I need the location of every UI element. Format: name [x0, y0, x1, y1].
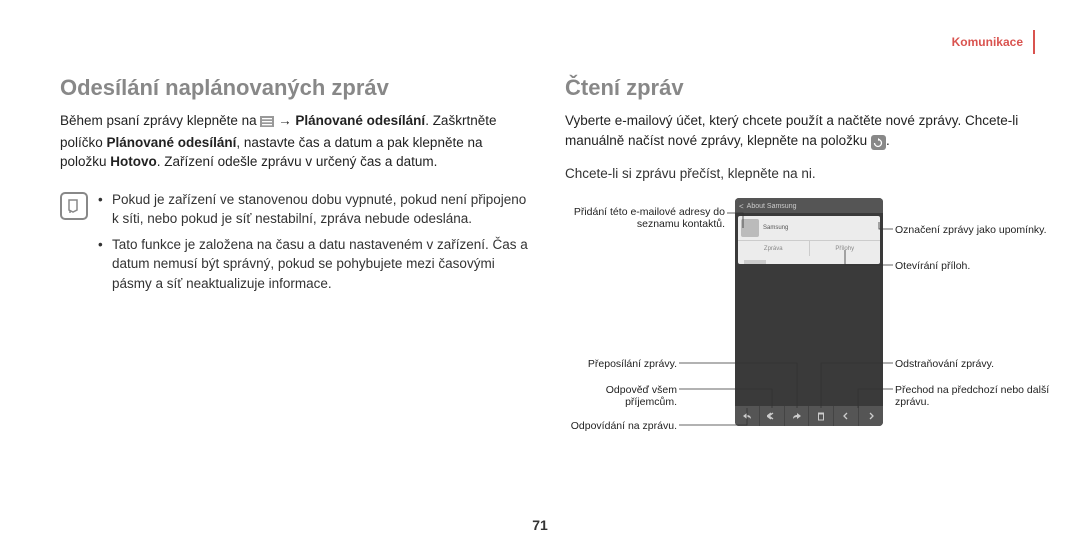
right-column: Čtení zpráv Vyberte e-mailový účet, kter… — [565, 75, 1035, 438]
refresh-icon — [871, 135, 886, 150]
menu-icon — [260, 113, 274, 133]
forward-icon — [785, 406, 810, 426]
note-item-2: Tato funkce je založena na času a datu n… — [98, 235, 530, 294]
left-column: Odesílání naplánovaných zpráv Během psan… — [60, 75, 530, 438]
phone-sender-name: Samsung — [763, 225, 788, 231]
reply-icon — [735, 406, 760, 426]
callout-add-contact: Přidání této e-mailové adresy do seznamu… — [565, 206, 725, 231]
phone-card: Samsung Zpráva Přílohy — [738, 216, 880, 264]
header-divider — [1033, 30, 1035, 54]
callout-attachments: Otevírání příloh. — [895, 260, 1053, 273]
delete-icon — [809, 406, 834, 426]
note-block: Pokud je zařízení ve stanovenou dobu vyp… — [60, 190, 530, 300]
header-category-text: Komunikace — [952, 35, 1023, 49]
right-p1-end: . — [886, 133, 890, 148]
left-p1-g: Hotovo — [110, 154, 157, 169]
phone-sender: Samsung — [763, 225, 788, 231]
left-p1-e: Plánované odesílání — [107, 135, 237, 150]
right-p1-text: Vyberte e-mailový účet, který chcete pou… — [565, 113, 1018, 148]
callout-reply: Odpovídání na zprávu. — [565, 420, 677, 433]
phone-mock: About Samsung Samsung Zpráva Přílohy — [735, 198, 883, 426]
note-list: Pokud je zařízení ve stanovenou dobu vyp… — [98, 190, 530, 300]
callout-reply-all: Odpověď všem příjemcům. — [565, 384, 677, 409]
reply-all-icon — [760, 406, 785, 426]
phone-content-line — [744, 260, 766, 264]
callout-forward: Přeposílání zprávy. — [565, 358, 677, 371]
phone-tab-attachments: Přílohy — [810, 241, 881, 256]
note-item-1: Pokud je zařízení ve stanovenou dobu vyp… — [98, 190, 530, 229]
phone-titlebar: About Samsung — [735, 198, 883, 213]
phone-title: About Samsung — [747, 203, 797, 210]
phone-tabs: Zpráva Přílohy — [738, 240, 880, 256]
prev-icon — [834, 406, 859, 426]
right-heading: Čtení zpráv — [565, 75, 1035, 101]
header-category: Komunikace — [952, 30, 1035, 54]
right-paragraph-2: Chcete-li si zprávu přečíst, klepněte na… — [565, 164, 1035, 184]
avatar-icon — [741, 219, 759, 237]
phone-card-head: Samsung — [738, 216, 880, 240]
phone-bottom-bar — [735, 406, 883, 426]
arrow-icon: → — [278, 111, 292, 131]
callout-navigate: Přechod na předchozí nebo další zprávu. — [895, 384, 1053, 409]
next-icon — [859, 406, 883, 426]
left-p1-c: Plánované odesílání — [292, 113, 426, 128]
left-paragraph: Během psaní zprávy klepněte na → Plánova… — [60, 111, 530, 172]
note-icon — [60, 192, 88, 220]
callout-delete: Odstraňování zprávy. — [895, 358, 1053, 371]
left-p1-a: Během psaní zprávy klepněte na — [60, 113, 260, 128]
left-p1-h: . Zařízení odešle zprávu v určený čas a … — [157, 154, 438, 169]
right-paragraph-1: Vyberte e-mailový účet, který chcete pou… — [565, 111, 1035, 150]
callout-reminder: Označení zprávy jako upomínky. — [895, 224, 1053, 237]
phone-tab-message: Zpráva — [738, 241, 810, 256]
left-heading: Odesílání naplánovaných zpráv — [60, 75, 530, 101]
page-number: 71 — [532, 517, 548, 533]
phone-diagram: About Samsung Samsung Zpráva Přílohy — [565, 198, 1035, 438]
